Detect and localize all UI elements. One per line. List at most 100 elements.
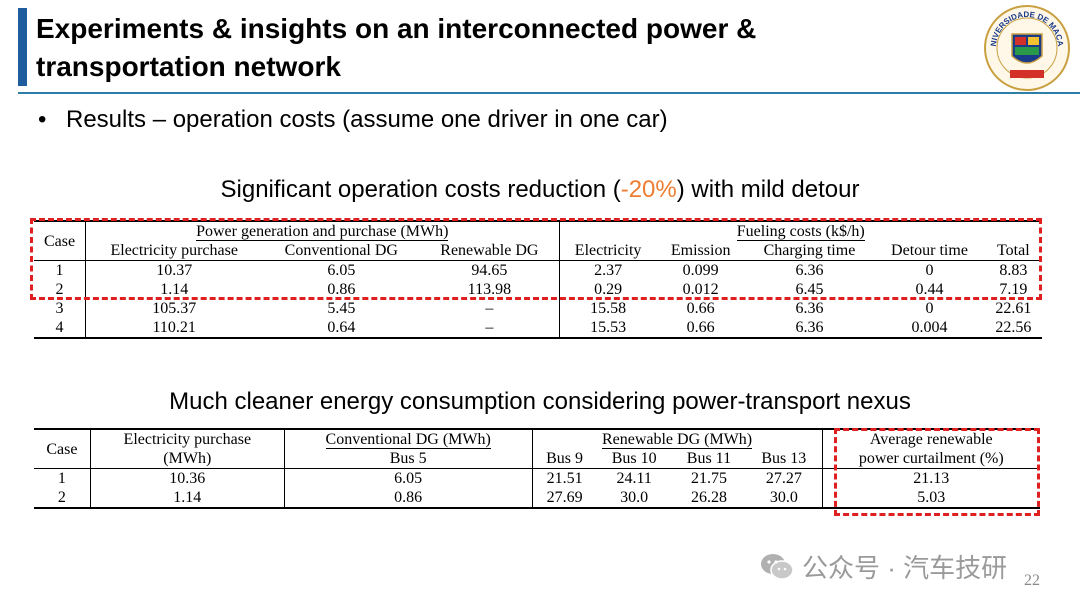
cell: 0.099 [682, 262, 719, 279]
cell: 27.27 [746, 468, 823, 488]
bullet-text: Results – operation costs (assume one dr… [66, 106, 668, 133]
elec-header-line2: (MWh) [90, 449, 285, 469]
highlight-box-cases-1-2 [30, 218, 1042, 300]
table-row: 1 10.36 6.05 21.51 24.11 21.75 27.27 21.… [34, 468, 1040, 488]
energy-consumption-table: Case Electricity purchase Conventional D… [34, 428, 1040, 509]
cell: 3 [34, 299, 87, 318]
cell: 27.69 [546, 489, 583, 506]
case-header: Case [34, 221, 87, 261]
heading1-post: ) with mild detour [676, 176, 860, 203]
cell: 30.0 [746, 488, 823, 508]
cell: 6.36 [795, 319, 824, 336]
fuel-group-header: Fueling costs (k$/h) [736, 223, 865, 241]
cell: 10.36 [90, 468, 285, 488]
cell: 0.29 [594, 281, 623, 298]
cell: 110.21 [152, 319, 196, 336]
cell: 105.37 [152, 300, 197, 317]
cell: 2 [34, 488, 91, 508]
table-row: 2 1.14 0.86 113.98 0.29 0.012 6.45 0.44 … [34, 280, 1042, 299]
cell: 6.36 [795, 300, 824, 317]
cell: 21.51 [546, 470, 583, 487]
cell: 1 [34, 468, 91, 488]
col-header: Conventional DG [284, 242, 398, 259]
col-header: Bus 5 [284, 449, 533, 469]
col-header: Detour time [891, 242, 968, 259]
cell: 5.45 [327, 300, 356, 317]
cell: 22.56 [995, 319, 1032, 336]
cell: 0.004 [911, 319, 948, 336]
table-row: 1 10.37 6.05 94.65 2.37 0.099 6.36 0 8.8… [34, 260, 1042, 280]
highlight-box-curtailment [834, 428, 1040, 516]
cell: 94.65 [420, 260, 560, 280]
cell: 4 [34, 318, 87, 338]
cell: 21.75 [690, 470, 727, 487]
heading-cost-reduction: Significant operation costs reduction (-… [0, 174, 1080, 206]
col-header: Charging time [763, 242, 856, 259]
cell: 8.83 [999, 262, 1028, 279]
table-row: 2 1.14 0.86 27.69 30.0 26.28 30.0 5.03 [34, 488, 1040, 508]
university-logo: UNIVERSIDADE DE MACAU [982, 4, 1070, 91]
cell: 6.45 [795, 281, 824, 298]
curtailment-header-line2: power curtailment (%) [858, 450, 1004, 467]
cell: 0.86 [327, 281, 356, 298]
cell: 30.0 [620, 489, 649, 506]
cell: 10.37 [156, 262, 193, 279]
cell: 0.66 [686, 300, 715, 317]
power-group-header: Power generation and purchase (MWh) [85, 221, 560, 241]
col-header: Bus 9 [546, 450, 584, 467]
col-header: Bus 11 [686, 450, 732, 467]
cell: 6.05 [327, 262, 356, 279]
heading1-accent: -20% [620, 176, 677, 203]
slide-title: Experiments & insights on an interconnec… [36, 13, 757, 82]
cell: 6.05 [284, 468, 533, 488]
wechat-icon [761, 553, 794, 580]
cell: 15.58 [590, 300, 627, 317]
cell: 1.14 [160, 281, 189, 298]
col-header: Renewable DG [420, 241, 560, 261]
cell: 0 [925, 262, 934, 279]
col-header: Bus 13 [746, 449, 823, 469]
watermark: 公众号 · 汽车技研 [760, 548, 1007, 585]
cell: 26.28 [690, 489, 727, 506]
watermark-text: 公众号 · 汽车技研 [802, 553, 1008, 583]
cell: – [420, 299, 560, 318]
col-header: Electricity purchase [110, 242, 238, 259]
table-row: 3 105.37 5.45 – 15.58 0.66 6.36 0 22.61 [34, 299, 1042, 318]
col-header: Emission [670, 242, 731, 259]
cell: 1.14 [90, 488, 285, 508]
cell: 6.36 [795, 262, 824, 279]
conv-group-header: Conventional DG (MWh) [284, 429, 533, 449]
cell: 113.98 [420, 280, 560, 299]
col-header: Electricity [574, 242, 642, 259]
page-number: 22 [1024, 572, 1040, 589]
col-header: Bus 10 [611, 450, 657, 467]
title-divider [18, 92, 1080, 94]
cell: 7.19 [999, 281, 1028, 298]
cell: 0.86 [284, 488, 533, 508]
title-accent-bar [18, 8, 27, 86]
cell: 1 [34, 260, 87, 280]
cell: 22.61 [995, 300, 1032, 317]
elec-header-line1: Electricity purchase [90, 429, 285, 449]
col-header: Total [997, 242, 1030, 259]
curtailment-header-line1: Average renewable [869, 431, 993, 448]
table-row: 4 110.21 0.64 – 15.53 0.66 6.36 0.004 22… [34, 318, 1042, 338]
cell: 5.03 [917, 489, 946, 506]
case-header: Case [34, 429, 91, 469]
cell: 0.64 [327, 319, 356, 336]
cell: 2 [34, 280, 87, 299]
heading-cleaner-energy: Much cleaner energy consumption consider… [169, 388, 911, 415]
cell: 0.66 [686, 319, 715, 336]
heading1-pre: Significant operation costs reduction ( [220, 176, 621, 203]
cell: 15.53 [590, 319, 627, 336]
cell: 21.13 [913, 470, 950, 487]
bullet-marker: • [38, 106, 47, 133]
cell: 0.012 [682, 281, 719, 298]
cell: 0 [925, 300, 934, 317]
cell: 0.44 [915, 281, 944, 298]
cell: 24.11 [616, 470, 652, 487]
cell: – [420, 318, 560, 338]
cell: 2.37 [594, 262, 623, 279]
operation-cost-table: Case Power generation and purchase (MWh)… [34, 220, 1042, 339]
renewable-group-header: Renewable DG (MWh) [532, 429, 823, 449]
